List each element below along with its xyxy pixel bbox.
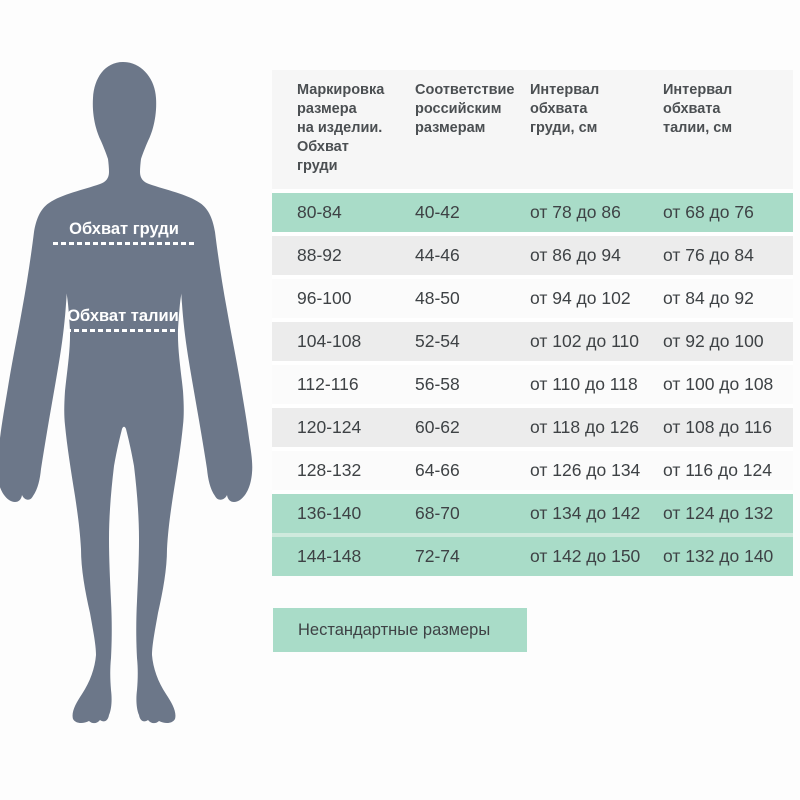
table-row: 80-84 40-42 от 78 до 86 от 68 до 76 (272, 189, 793, 232)
size-table-body: 80-84 40-42 от 78 до 86 от 68 до 76 88-92 44-… (272, 189, 793, 576)
table-row: 104-108 52-54 от 102 до 110 от 92 до 100 (272, 318, 793, 361)
cell-waist-interval: от 108 до 116 (663, 417, 772, 437)
header-chest-interval: Интервал обхвата груди, см (530, 82, 600, 136)
cell-chest-interval: от 142 до 150 (530, 546, 641, 566)
cell-size-marking: 88-92 (297, 245, 342, 265)
cell-russian-size: 40-42 (415, 202, 460, 222)
cell-russian-size: 68-70 (415, 503, 460, 523)
table-row: 88-92 44-46 от 86 до 94 от 76 до 84 (272, 232, 793, 275)
cell-chest-interval: от 94 до 102 (530, 288, 631, 308)
header-size-marking: Маркировка размера на изделии. Обхват гр… (297, 82, 385, 174)
cell-russian-size: 72-74 (415, 546, 460, 566)
cell-waist-interval: от 68 до 76 (663, 202, 754, 222)
cell-size-marking: 144-148 (297, 546, 362, 566)
cell-size-marking: 136-140 (297, 503, 362, 523)
cell-russian-size: 64-66 (415, 460, 460, 480)
table-row: 136-140 68-70 от 134 до 142 от 124 до 132 (272, 490, 793, 533)
chest-measure-label: Обхват груди (69, 220, 179, 238)
cell-waist-interval: от 132 до 140 (663, 546, 774, 566)
cell-russian-size: 56-58 (415, 374, 460, 394)
cell-waist-interval: от 100 до 108 (663, 374, 774, 394)
size-table-header-row: Маркировка размера на изделии. Обхват гр… (272, 70, 793, 189)
cell-size-marking: 120-124 (297, 417, 362, 437)
waist-measure-label: Обхват талии (67, 307, 179, 325)
waist-measure-dashed-line (66, 329, 180, 332)
cell-chest-interval: от 118 до 126 (530, 417, 639, 437)
table-row: 128-132 64-66 от 126 до 134 от 116 до 124 (272, 447, 793, 490)
cell-chest-interval: от 102 до 110 (530, 331, 639, 351)
size-table: Маркировка размера на изделии. Обхват гр… (272, 70, 793, 576)
cell-chest-interval: от 86 до 94 (530, 245, 621, 265)
cell-russian-size: 60-62 (415, 417, 460, 437)
nonstandard-sizes-button[interactable]: Нестандартные размеры (273, 608, 527, 652)
cell-waist-interval: от 76 до 84 (663, 245, 754, 265)
chest-measure-annotation: Обхват груди (53, 220, 195, 245)
body-silhouette: Обхват груди Обхват талии (0, 0, 270, 760)
cell-size-marking: 104-108 (297, 331, 362, 351)
waist-measure-annotation: Обхват талии (66, 307, 180, 332)
cell-waist-interval: от 84 до 92 (663, 288, 754, 308)
table-row: 144-148 72-74 от 142 до 150 от 132 до 140 (272, 533, 793, 576)
cell-size-marking: 80-84 (297, 202, 342, 222)
cell-size-marking: 96-100 (297, 288, 352, 308)
cell-chest-interval: от 134 до 142 (530, 503, 641, 523)
cell-chest-interval: от 110 до 118 (530, 374, 638, 394)
table-row: 96-100 48-50 от 94 до 102 от 84 до 92 (272, 275, 793, 318)
nonstandard-sizes-label: Нестандартные размеры (298, 620, 491, 639)
cell-russian-size: 44-46 (415, 245, 460, 265)
table-row: 120-124 60-62 от 118 до 126 от 108 до 116 (272, 404, 793, 447)
cell-size-marking: 112-116 (297, 374, 359, 394)
male-silhouette-graphic (0, 62, 253, 724)
cell-chest-interval: от 126 до 134 (530, 460, 641, 480)
cell-size-marking: 128-132 (297, 460, 362, 480)
table-row: 112-116 56-58 от 110 до 118 от 100 до 108 (272, 361, 793, 404)
header-russian-size: Соответствие российским размерам (415, 82, 515, 136)
cell-russian-size: 48-50 (415, 288, 460, 308)
cell-russian-size: 52-54 (415, 331, 460, 351)
cell-waist-interval: от 92 до 100 (663, 331, 764, 351)
cell-chest-interval: от 78 до 86 (530, 202, 621, 222)
chest-measure-dashed-line (53, 242, 195, 245)
header-waist-interval: Интервал обхвата талии, см (663, 82, 733, 136)
cell-waist-interval: от 116 до 124 (663, 460, 772, 480)
cell-waist-interval: от 124 до 132 (663, 503, 774, 523)
